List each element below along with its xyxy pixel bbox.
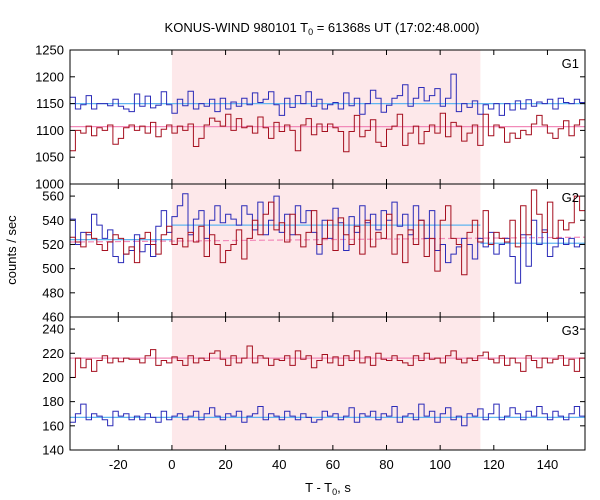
panels: 1000 1050 1100 1150 1200 1250 G1 460 480 500 520 54… xyxy=(35,43,586,458)
x-tick-label: 100 xyxy=(429,457,451,472)
x-tick-label: -20 xyxy=(109,457,128,472)
x-tick-label: 0 xyxy=(168,457,175,472)
xlabel-main: T - T xyxy=(305,480,332,495)
y-tick-label: 180 xyxy=(42,394,64,409)
panel-g2: 460 480 500 520 540 560 G2 xyxy=(42,183,586,325)
y-tick: 200 xyxy=(42,370,585,385)
y-tick: 520 xyxy=(42,237,585,252)
y-tick-label: 540 xyxy=(42,213,64,228)
y-tick: 500 xyxy=(42,261,585,276)
x-tick-label: 40 xyxy=(272,457,286,472)
y-tick-label: 160 xyxy=(42,418,64,433)
y-tick: 140 xyxy=(42,443,585,458)
series-blue-g3 xyxy=(70,403,585,427)
panel-g3: 140 160 180 200 220 240 G3 xyxy=(42,316,586,458)
y-tick: 180 xyxy=(42,394,585,409)
panel-label: G1 xyxy=(562,56,579,71)
y-tick-label: 480 xyxy=(42,285,64,300)
y-tick: 240 xyxy=(42,322,585,337)
y-tick: 1100 xyxy=(36,123,585,138)
y-tick-label: 1000 xyxy=(35,177,64,192)
y-tick-label: 1150 xyxy=(36,96,64,111)
panel-label: G2 xyxy=(562,190,579,205)
x-tick-label: 120 xyxy=(483,457,505,472)
series-red-g1 xyxy=(70,112,585,153)
series-red-g2 xyxy=(70,189,585,276)
y-tick: 560 xyxy=(42,189,585,204)
y-tick-label: 1200 xyxy=(35,69,64,84)
y-tick-label: 140 xyxy=(42,443,64,458)
y-tick-label: 200 xyxy=(42,370,64,385)
y-tick: 1150 xyxy=(36,96,585,111)
y-tick: 540 xyxy=(42,213,585,228)
x-axis: -20 0 20 40 60 80 100 120 140 xyxy=(109,457,558,472)
x-tick-label: 140 xyxy=(537,457,559,472)
series-red-g3 xyxy=(70,345,585,378)
title-rest: = 61368s UT (17:02:48.000) xyxy=(313,20,479,35)
x-tick-label: 60 xyxy=(326,457,340,472)
y-tick-label: 560 xyxy=(42,189,64,204)
y-tick: 1050 xyxy=(35,150,585,165)
y-tick-label: 500 xyxy=(42,261,64,276)
xlabel-rest: , s xyxy=(337,480,351,495)
x-tick-label: 20 xyxy=(218,457,232,472)
title-subscript: 0 xyxy=(308,27,313,37)
panel-label: G3 xyxy=(562,323,579,338)
highlight-interval xyxy=(171,50,481,450)
y-axis-label: counts / sec xyxy=(4,215,19,285)
series-blue-g1 xyxy=(70,73,585,116)
x-axis-label: T - T0, s xyxy=(305,480,351,497)
y-tick-label: 460 xyxy=(42,310,64,325)
x-tick-label: 80 xyxy=(379,457,393,472)
y-tick-label: 240 xyxy=(42,322,64,337)
title-main: KONUS-WIND 980101 T xyxy=(165,20,309,35)
y-tick-label: 1100 xyxy=(36,123,64,138)
y-tick: 480 xyxy=(42,285,585,300)
y-tick: 160 xyxy=(42,418,585,433)
chart-title: KONUS-WIND 980101 T0 = 61368s UT (17:02:… xyxy=(165,20,480,37)
panel-frame xyxy=(69,316,586,451)
y-tick-label: 1050 xyxy=(35,150,64,165)
xlabel-subscript: 0 xyxy=(332,487,337,497)
y-tick: 1250 xyxy=(35,43,585,58)
y-tick-label: 1250 xyxy=(35,43,64,58)
y-tick-label: 220 xyxy=(42,346,64,361)
y-tick: 1200 xyxy=(35,69,585,84)
y-tick: 220 xyxy=(42,346,585,361)
y-tick-label: 520 xyxy=(42,237,64,252)
